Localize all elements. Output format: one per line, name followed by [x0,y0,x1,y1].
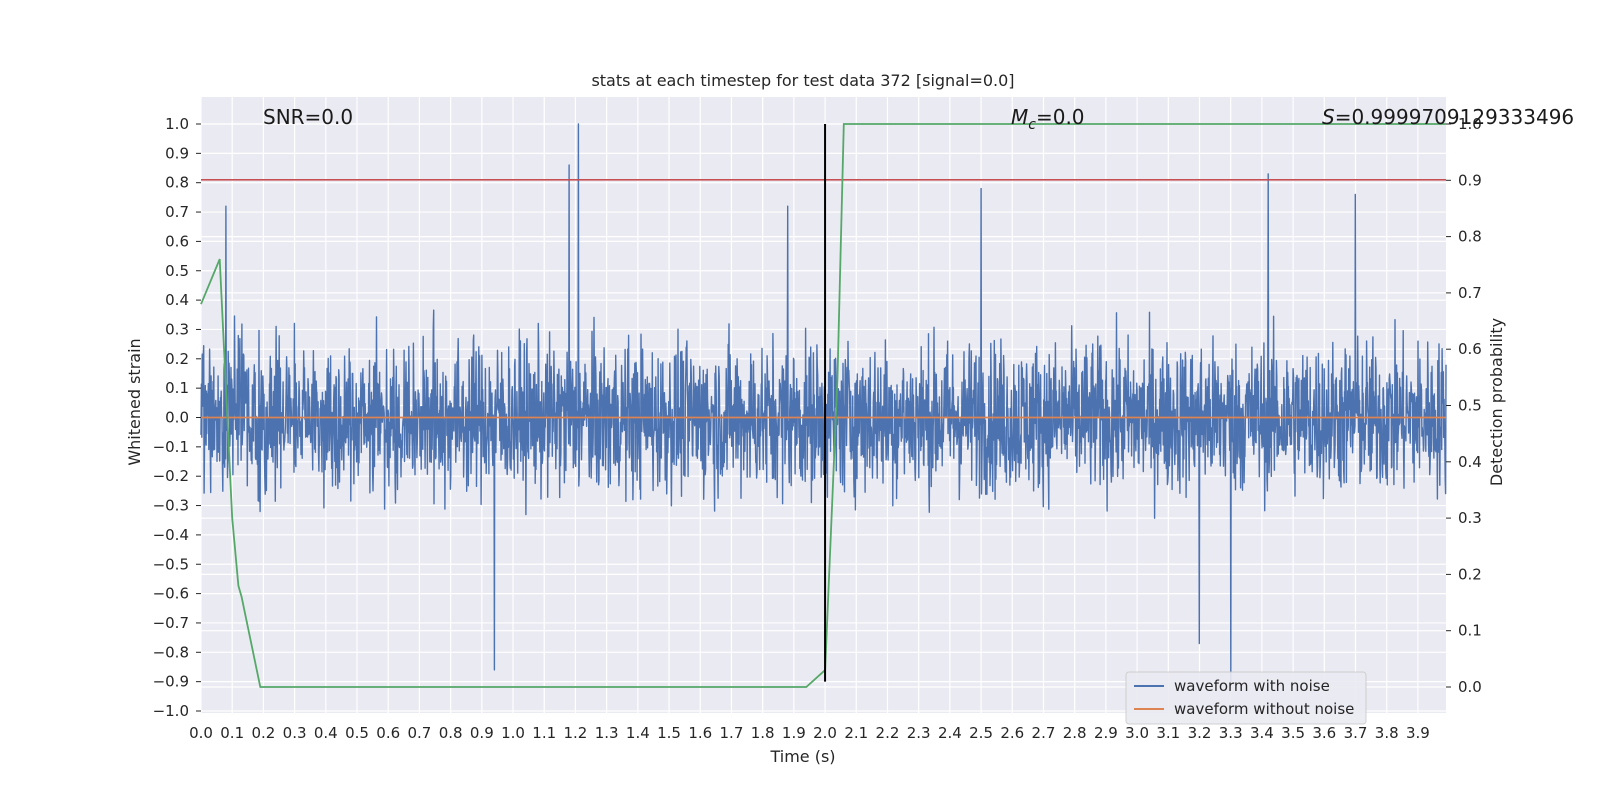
y-tick-label: 0.9 [165,144,189,162]
x-tick-label: 0.9 [470,724,494,742]
mc-symbol: M [1011,105,1028,129]
x-tick-label: 1.7 [720,724,744,742]
x-axis-ticks: 0.0 0.1 0.2 0.3 0.4 0.5 0.6 0.7 0.8 0.9 1.0 1.1 1.2 1… [189,724,1430,742]
x-tick-label: 3.0 [1125,724,1149,742]
legend-entry-clean: waveform without noise [1174,700,1354,718]
x-tick-label: 3.4 [1250,724,1274,742]
y-tick-label: 0.8 [165,174,189,192]
x-tick-label: 1.2 [564,724,588,742]
y2-tick-label: 0.4 [1458,453,1482,471]
x-tick-label: 3.2 [1188,724,1212,742]
x-tick-label: 0.7 [407,724,431,742]
x-tick-label: 3.7 [1344,724,1368,742]
y-tick-label: 0.3 [165,320,189,338]
y2-tick-label: 0.9 [1458,171,1482,189]
legend-box [1125,671,1367,725]
y-tick-label: −0.9 [153,673,189,691]
x-tick-label: 2.3 [907,724,931,742]
y-tick-label: 0.0 [165,409,189,427]
x-tick-label: 0.0 [189,724,213,742]
y-tick-label: −0.7 [153,614,189,632]
mc-subscript: c [1028,117,1036,133]
s-annotation: S=0.9999709129333496 [1322,105,1574,129]
y-tick-label: −0.2 [153,467,189,485]
x-tick-label: 3.3 [1219,724,1243,742]
y-tick-label: 0.7 [165,203,189,221]
x-tick-label: 3.5 [1281,724,1305,742]
y2-tick-label: 1.0 [1458,115,1482,133]
noise-line [200,123,1447,683]
series-waveform-with-noise [200,123,1447,683]
y-tick-label: −0.1 [153,438,189,456]
x-tick-label: 0.8 [439,724,463,742]
x-tick-label: 3.6 [1312,724,1336,742]
x-tick-label: 3.9 [1406,724,1430,742]
detection-probability-line [200,123,1446,688]
y-tick-label: −0.4 [153,526,189,544]
mc-annotation: Mc=0.0 [1011,105,1085,133]
y2-tick-label: 0.0 [1458,678,1482,696]
y2-tick-label: 0.6 [1458,340,1482,358]
y-tick-label: −1.0 [153,702,189,720]
y2-tick-label: 0.3 [1458,509,1482,527]
x-tick-label: 3.8 [1375,724,1399,742]
x-tick-label: 1.6 [688,724,712,742]
x-tick-label: 2.6 [1000,724,1024,742]
x-tick-label: 0.6 [376,724,400,742]
y2-tick-label: 0.2 [1458,565,1482,583]
x-tick-label: 0.3 [283,724,307,742]
overlay-lines [200,123,1446,688]
y-tick-label: 0.4 [165,291,189,309]
y-tick-label: 0.6 [165,232,189,250]
x-tick-label: 1.0 [501,724,525,742]
y-tick-label: 1.0 [165,115,189,133]
x-tick-label: 1.3 [595,724,619,742]
s-symbol: S [1322,105,1335,129]
y2-axis-ticks: 1.0 0.9 0.8 0.7 0.6 0.5 0.4 0.3 0.2 0.1 0.0 [1446,115,1482,696]
y2-axis-label: Detection probability [1487,318,1506,486]
x-tick-label: 2.2 [876,724,900,742]
x-tick-label: 3.1 [1156,724,1180,742]
y2-tick-label: 0.1 [1458,622,1482,640]
y2-tick-label: 0.5 [1458,397,1482,415]
legend-entry-noise: waveform with noise [1174,677,1330,695]
x-tick-label: 2.0 [813,724,837,742]
x-tick-label: 1.1 [532,724,556,742]
x-tick-label: 2.1 [844,724,868,742]
x-tick-label: 1.4 [626,724,650,742]
x-tick-label: 2.8 [1063,724,1087,742]
snr-annotation: SNR=0.0 [263,105,353,129]
y-tick-label: 0.5 [165,262,189,280]
y-tick-label: −0.3 [153,497,189,515]
y-axis-ticks: 1.0 0.9 0.8 0.7 0.6 0.5 0.4 0.3 0.2 0.1 0.0 −0.1 −0.… [153,115,201,720]
y2-tick-label: 0.8 [1458,228,1482,246]
y2-tick-label: 0.7 [1458,284,1482,302]
y-axis-label: Whitened strain [125,338,144,465]
x-tick-label: 1.5 [657,724,681,742]
x-tick-label: 2.5 [969,724,993,742]
s-value: =0.9999709129333496 [1335,105,1574,129]
x-tick-label: 0.5 [345,724,369,742]
y-tick-label: 0.1 [165,379,189,397]
x-tick-label: 0.1 [220,724,244,742]
x-tick-label: 1.9 [782,724,806,742]
y-tick-label: −0.5 [153,555,189,573]
x-tick-label: 1.8 [751,724,775,742]
y-tick-label: −0.8 [153,643,189,661]
x-axis-label: Time (s) [769,747,835,766]
x-tick-label: 0.4 [314,724,338,742]
y-tick-label: 0.2 [165,350,189,368]
x-tick-label: 0.2 [251,724,275,742]
x-tick-label: 2.9 [1094,724,1118,742]
x-tick-label: 2.7 [1032,724,1056,742]
chart-title: stats at each timestep for test data 372… [591,71,1014,90]
legend: waveform with noise waveform without noi… [1125,671,1367,725]
mc-value: =0.0 [1036,105,1085,129]
x-tick-label: 2.4 [938,724,962,742]
y-tick-label: −0.6 [153,585,189,603]
